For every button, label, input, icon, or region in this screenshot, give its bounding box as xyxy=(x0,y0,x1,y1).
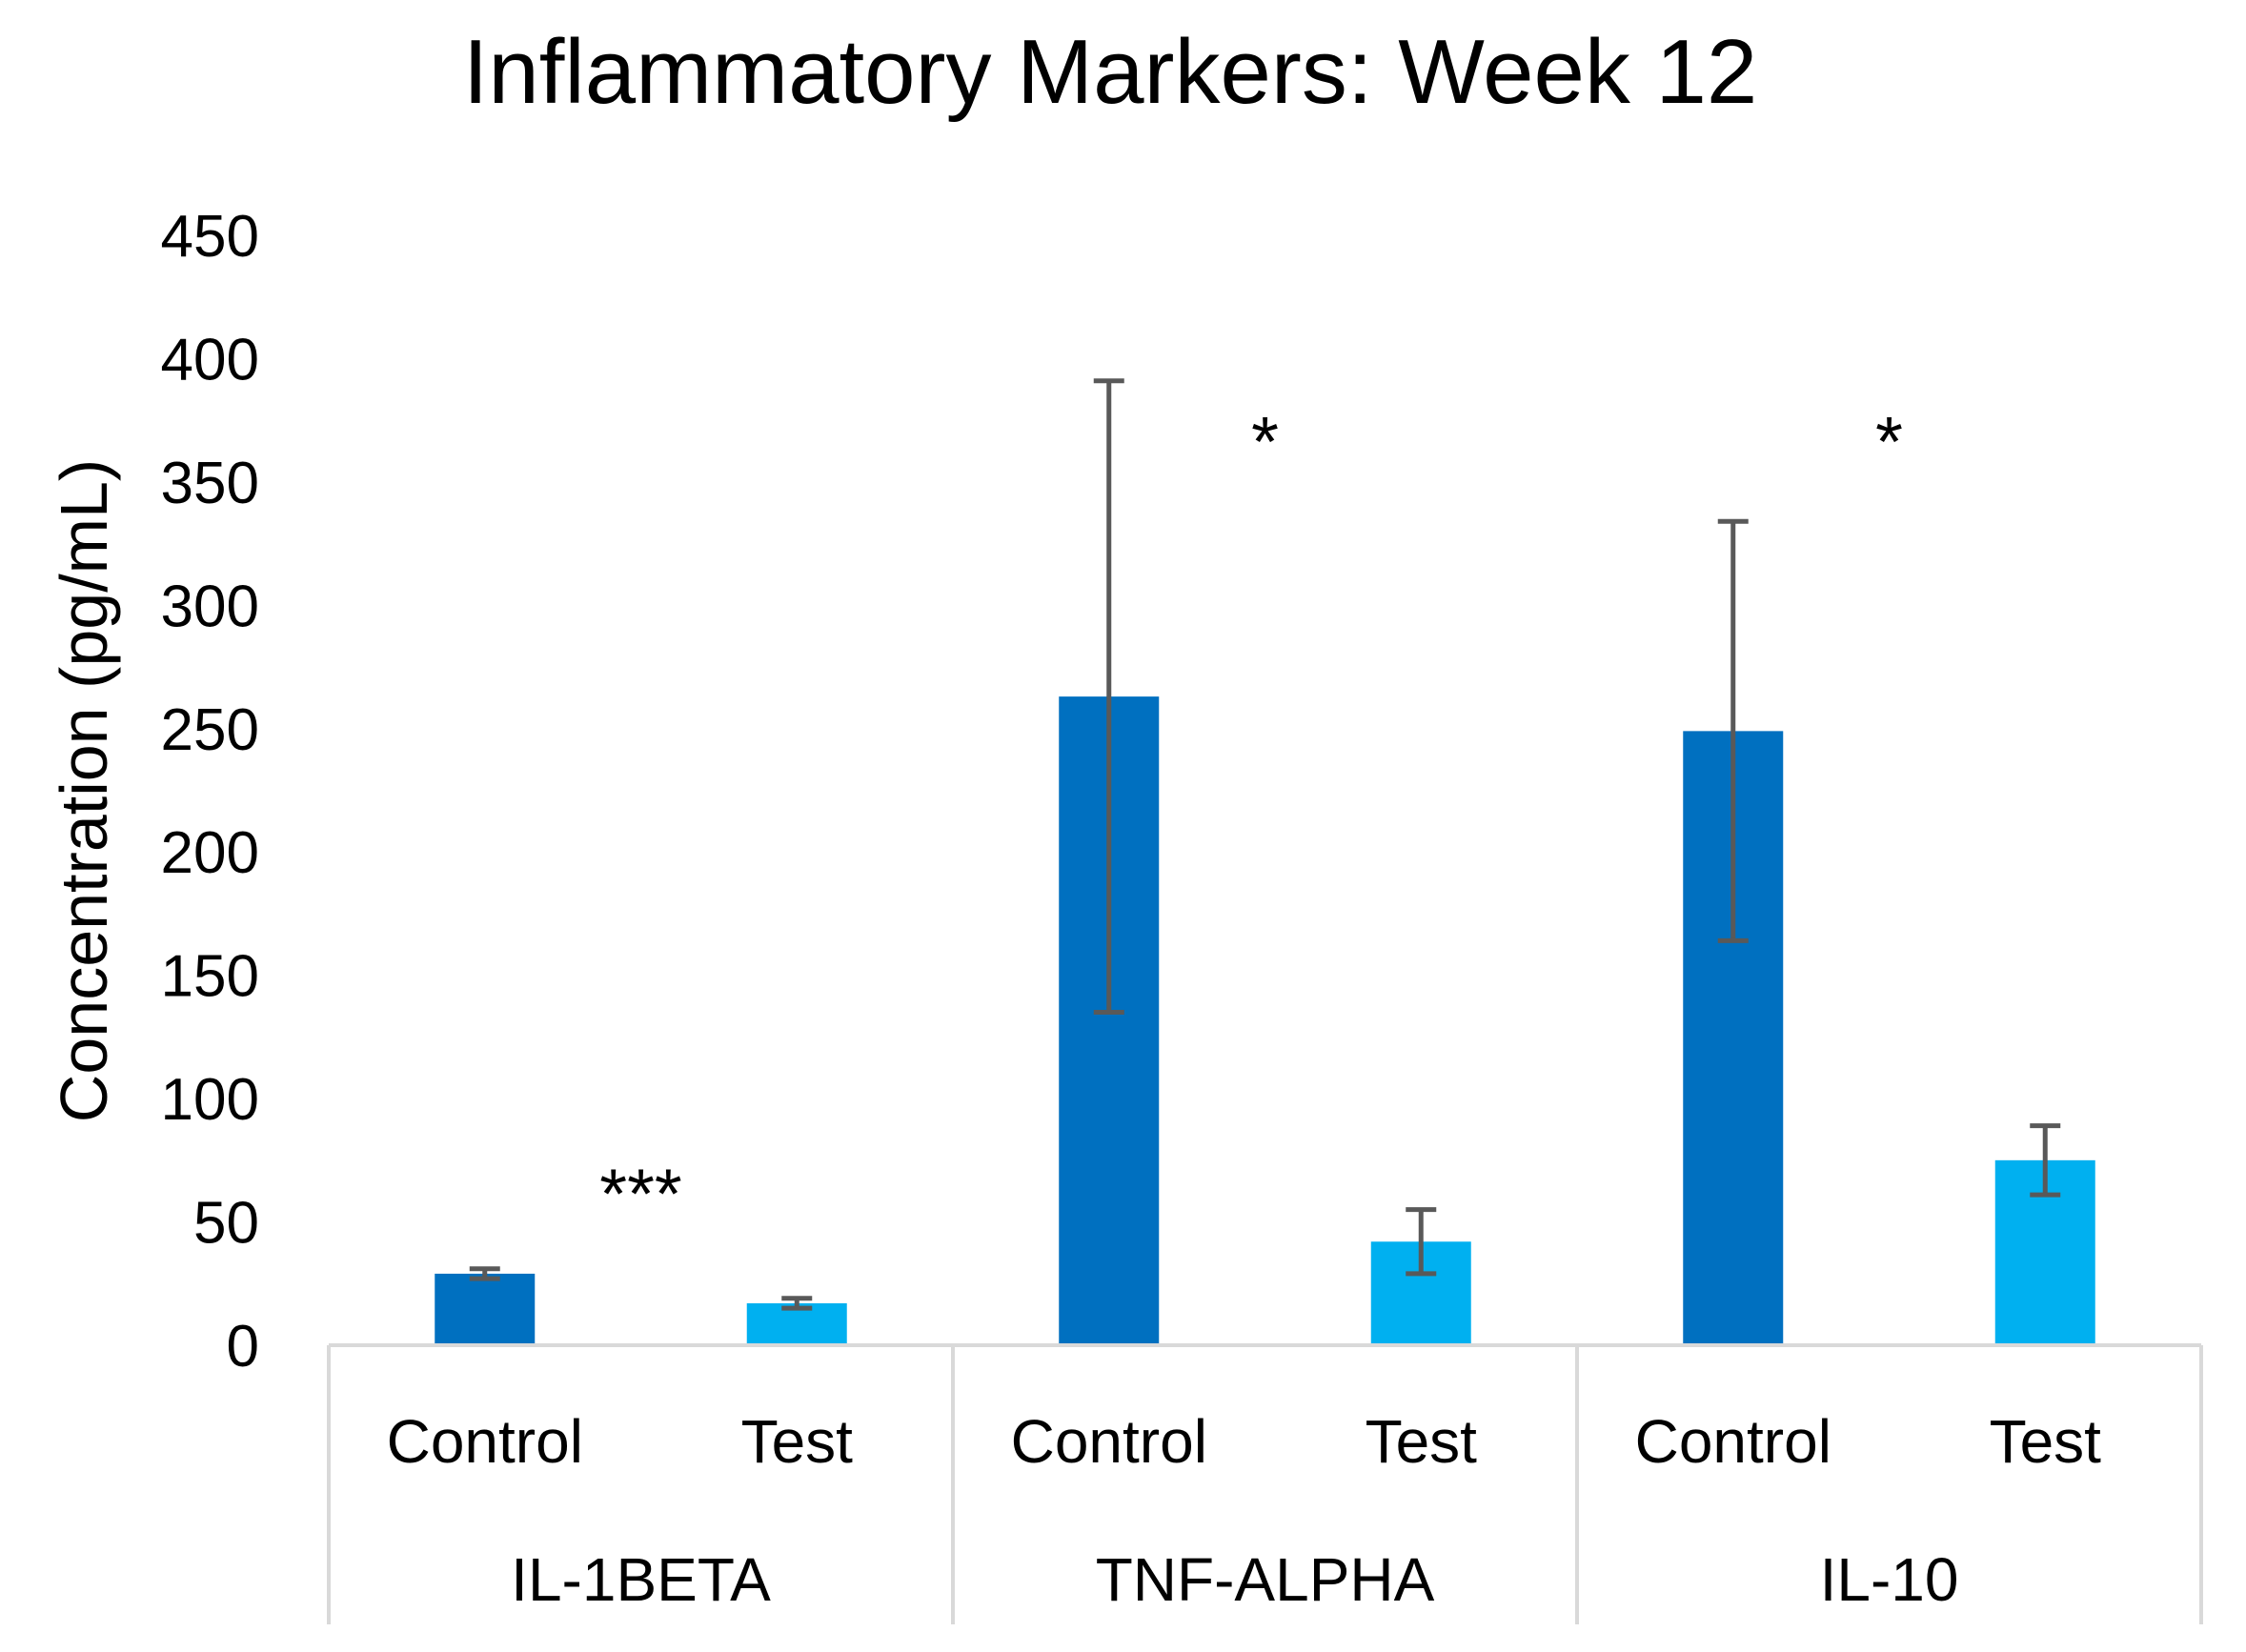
significance-marker: * xyxy=(1875,402,1903,481)
x-axis xyxy=(327,1343,2203,1624)
group-label: IL-10 xyxy=(1820,1545,1959,1614)
x-tick-label: Control xyxy=(387,1407,583,1476)
x-tick-label: Test xyxy=(1366,1407,1478,1476)
y-tick-label: 50 xyxy=(193,1191,259,1257)
y-tick-label: 400 xyxy=(161,327,259,393)
chart-title: Inflammatory Markers: Week 12 xyxy=(463,21,1758,123)
group-label: TNF-ALPHA xyxy=(1096,1545,1435,1614)
bar xyxy=(435,1273,536,1345)
x-axis-labels: Control Test IL-1BETA Control Test TNF-ALPHA C… xyxy=(387,1407,2102,1614)
y-tick-label: 450 xyxy=(161,204,259,270)
group-label: IL-1BETA xyxy=(511,1545,771,1614)
y-tick-label: 350 xyxy=(161,451,259,516)
y-axis: 0 50 100 150 200 250 300 350 400 450 xyxy=(161,204,259,1380)
x-tick-label: Control xyxy=(1635,1407,1831,1476)
y-tick-label: 200 xyxy=(161,820,259,886)
x-tick-label: Test xyxy=(1990,1407,2102,1476)
bars: **** * xyxy=(435,378,2095,1345)
y-tick-label: 0 xyxy=(227,1314,259,1380)
y-tick-label: 250 xyxy=(161,697,259,763)
y-tick-label: 300 xyxy=(161,574,259,639)
x-tick-label: Control xyxy=(1011,1407,1207,1476)
y-tick-label: 100 xyxy=(161,1067,259,1133)
y-tick-label: 150 xyxy=(161,944,259,1010)
y-axis-label: Concentration (pg/mL) xyxy=(47,459,121,1122)
x-tick-label: Test xyxy=(741,1407,854,1476)
significance-marker: *** xyxy=(599,1155,681,1234)
significance-marker: * xyxy=(1251,402,1279,481)
